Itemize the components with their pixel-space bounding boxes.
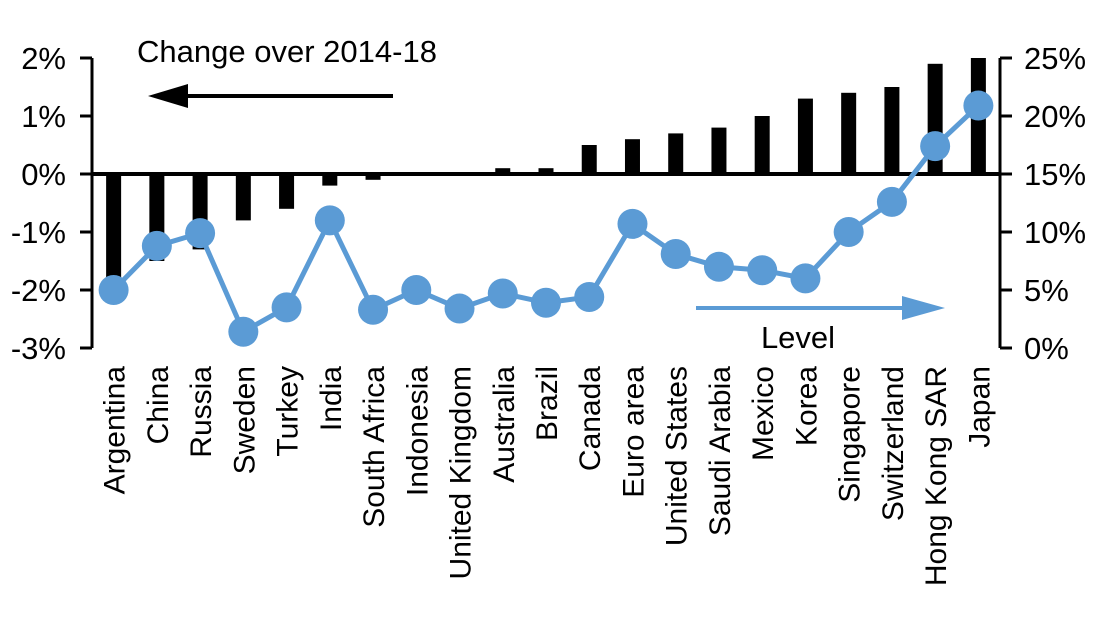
bar	[581, 145, 597, 174]
right-arrow-icon	[696, 296, 945, 320]
line-marker	[617, 208, 648, 239]
line-marker	[185, 218, 216, 249]
bar	[106, 174, 122, 279]
bars-series	[106, 58, 986, 279]
axes	[80, 56, 1012, 350]
left-axis-tick-label: 1%	[21, 99, 66, 134]
bar	[279, 174, 295, 209]
category-label: South Africa	[358, 366, 391, 528]
bar	[797, 98, 813, 174]
line-marker	[660, 239, 691, 270]
bar	[754, 116, 770, 174]
line-marker	[141, 230, 172, 261]
left-axis-tick-label: -2%	[11, 273, 66, 308]
left-series-title: Change over 2014-18	[137, 34, 437, 69]
line-marker	[574, 281, 605, 312]
left-axis-tick-label: 2%	[21, 41, 66, 76]
right-axis-tick-label: 5%	[1024, 273, 1069, 308]
line-marker	[271, 292, 302, 323]
category-label: United Kingdom	[445, 366, 478, 579]
axis-labels: 2% 1% 0% -1% -2% -3% 25% 20% 15% 10% 5% 0% Argentina…	[11, 41, 1086, 586]
line-marker	[401, 275, 432, 305]
left-axis-tick-label: -1%	[11, 215, 66, 250]
category-label: United States	[661, 366, 694, 546]
category-label: Singapore	[834, 366, 867, 503]
bar	[538, 168, 554, 174]
line-marker	[228, 316, 259, 347]
category-label: Argentina	[99, 366, 132, 495]
category-label: Indonesia	[401, 366, 434, 496]
category-label: Switzerland	[877, 366, 910, 521]
category-label: India	[315, 366, 348, 431]
category-label: Sweden	[228, 366, 261, 474]
line-marker	[747, 255, 778, 286]
line-marker	[314, 205, 345, 236]
line-marker	[920, 131, 951, 162]
left-axis-tick-label: -3%	[11, 331, 66, 366]
category-label: Korea	[790, 366, 823, 446]
bar	[235, 174, 251, 221]
category-label: Mexico	[747, 366, 780, 461]
line-marker	[98, 275, 129, 305]
line-marker	[790, 263, 821, 294]
bar	[322, 174, 338, 186]
right-axis-tick-label: 0%	[1024, 331, 1069, 366]
line-marker	[358, 294, 389, 325]
line-series	[98, 90, 994, 347]
category-label: Brazil	[531, 366, 564, 441]
line-marker	[963, 90, 994, 121]
bar	[711, 127, 727, 174]
bar	[668, 133, 684, 174]
bar	[624, 139, 640, 174]
line-marker	[833, 217, 864, 247]
left-arrow-icon	[148, 84, 393, 108]
line-marker	[876, 186, 907, 217]
line-marker	[531, 287, 561, 318]
right-axis-tick-label: 20%	[1024, 99, 1086, 134]
category-label: Euro area	[617, 366, 650, 498]
line-marker	[444, 293, 475, 324]
bar	[884, 87, 900, 174]
category-label: Hong Kong SAR	[920, 366, 953, 586]
category-label: Australia	[488, 366, 521, 483]
bar	[365, 174, 381, 180]
category-label: China	[142, 366, 175, 445]
right-series-title: Level	[761, 320, 835, 355]
category-label: Russia	[185, 366, 218, 458]
category-label: Canada	[574, 366, 607, 471]
right-axis-tick-label: 25%	[1024, 41, 1086, 76]
bar	[495, 168, 511, 174]
category-label: Turkey	[272, 366, 305, 457]
right-axis-tick-label: 15%	[1024, 157, 1086, 192]
category-label: Japan	[963, 366, 996, 448]
category-label: Saudi Arabia	[704, 366, 737, 536]
line-marker	[703, 251, 734, 282]
left-axis-tick-label: 0%	[21, 157, 66, 192]
line-marker	[487, 278, 518, 309]
right-axis-tick-label: 10%	[1024, 215, 1086, 250]
bar	[841, 92, 857, 174]
